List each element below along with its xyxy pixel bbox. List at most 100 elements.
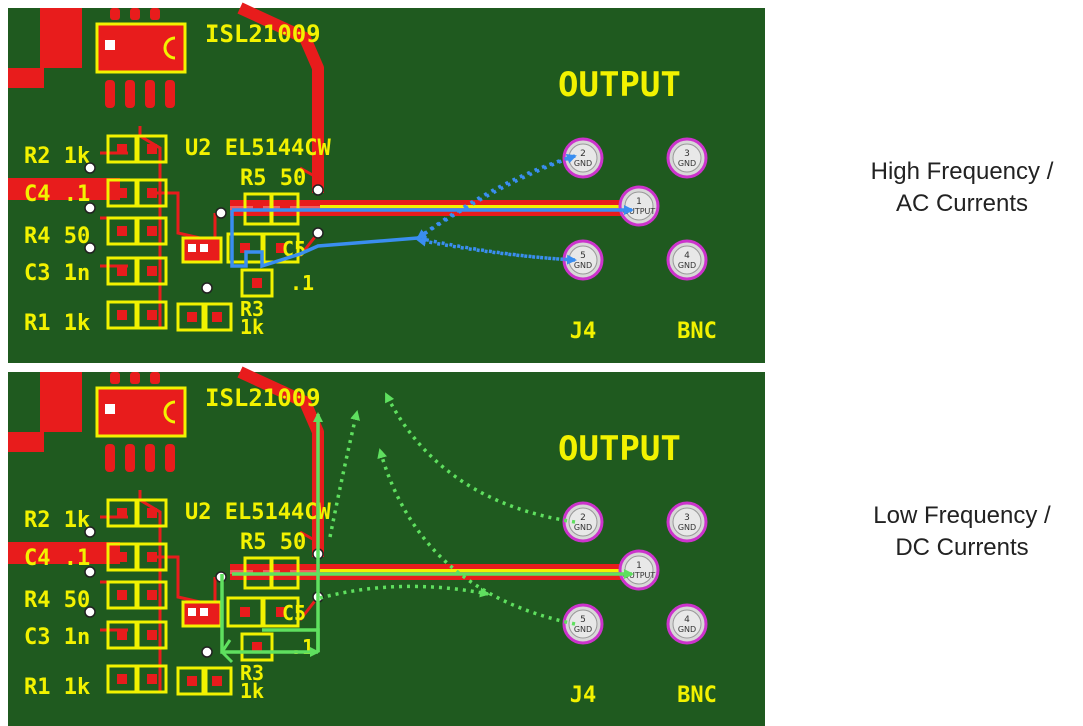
pad-copper [117, 508, 127, 518]
pad-copper [117, 266, 127, 276]
chip-lead [150, 8, 160, 20]
ref-label-4: R1 1k [24, 675, 90, 700]
pad-outline [106, 542, 138, 572]
chip-lead [110, 372, 120, 384]
pin-number: 3 [684, 513, 690, 523]
pad-copper [147, 188, 157, 198]
pad-copper [147, 508, 157, 518]
pad-copper [117, 144, 127, 154]
chip-isl21009 [95, 372, 187, 472]
r5-label: R5 50 [240, 530, 306, 555]
flow-arrow-diag [328, 410, 360, 538]
pad-outline [240, 632, 274, 662]
pin-number: 3 [684, 149, 690, 159]
ref-label-1: C4 .1 [24, 182, 90, 207]
flow-arrow-mid [319, 584, 490, 600]
flow-arrow-return [416, 236, 576, 262]
ic-pin-mark [200, 244, 208, 252]
pad-copper [252, 642, 262, 652]
copper-pour [8, 432, 44, 452]
pad-copper [252, 278, 262, 288]
pad-copper [147, 144, 157, 154]
caption-ac-currents: High Frequency / AC Currents [842, 156, 1082, 220]
via [201, 282, 213, 294]
pad-copper [117, 226, 127, 236]
copper-trace [150, 191, 201, 240]
pad-outline [201, 302, 233, 332]
c5-value: .1 [290, 635, 314, 659]
via [84, 242, 96, 254]
pad-copper [240, 607, 250, 617]
output-trace-edge [320, 205, 620, 208]
chip-lead [145, 444, 155, 472]
chip-lead [110, 8, 120, 20]
bnc-label: BNC [677, 683, 717, 708]
pad-outline [176, 302, 208, 332]
connector-label: J4 [570, 319, 597, 344]
pad-outline [136, 256, 168, 286]
copper-trace [138, 490, 162, 692]
pin-number: 5 [580, 251, 586, 261]
copper-trace [8, 178, 120, 200]
output-trace-edge [320, 569, 620, 572]
pin-name: GND [574, 625, 592, 634]
copper-traces [8, 366, 638, 692]
flow-arrow-gnd2 [384, 392, 576, 524]
copper-trace [8, 542, 120, 564]
left-passives [106, 134, 233, 332]
pin-number: 2 [580, 149, 586, 159]
ref-label-3: C3 1n [24, 625, 90, 650]
pin-pad [568, 507, 598, 537]
via [84, 202, 96, 214]
chip-lead [105, 444, 115, 472]
r3-label: R3 [240, 661, 264, 685]
chip-label: ISL21009 [205, 384, 321, 412]
pad-outline [136, 134, 168, 164]
pad-outline [136, 300, 168, 330]
pin-number: 2 [580, 513, 586, 523]
caption-line-1: High Frequency / [870, 158, 1054, 185]
ref-label-0: R2 1k [24, 508, 90, 533]
pin-number: 5 [580, 615, 586, 625]
via [84, 566, 96, 578]
pad-outline [226, 596, 264, 628]
pad-outline [201, 666, 233, 696]
c5-label: C5 [282, 601, 306, 625]
chip-isl21009 [95, 8, 187, 108]
ref-label-3: C3 1n [24, 261, 90, 286]
pad-outline [136, 178, 168, 208]
copper-trace [237, 2, 324, 193]
pad-outline [136, 498, 168, 528]
via [84, 526, 96, 538]
ic-pin-mark [200, 608, 208, 616]
pad-copper [117, 674, 127, 684]
caption-dc-currents: Low Frequency / DC Currents [842, 500, 1082, 564]
pad-copper [147, 552, 157, 562]
pad-outline [106, 216, 138, 246]
chip-notch [163, 400, 176, 424]
pin-name: GND [678, 159, 696, 168]
pin-pad [672, 245, 702, 275]
pad-copper [147, 310, 157, 320]
pad-copper [212, 676, 222, 686]
pcb-panel-top: ISL21009 R2 1k C4 .1 R4 50 C3 1n R1 1k U2 EL51… [8, 2, 765, 363]
pad-outline [136, 620, 168, 650]
pin-name: GND [678, 261, 696, 270]
pin-pad [568, 609, 598, 639]
chip-label: ISL21009 [205, 20, 321, 48]
copper-pour [40, 8, 82, 68]
r3-value: 1k [240, 679, 264, 703]
current-flow-dc [220, 392, 634, 664]
r3-value: 1k [240, 315, 264, 339]
pad-outline [136, 664, 168, 694]
output-label: OUTPUT [558, 65, 681, 105]
